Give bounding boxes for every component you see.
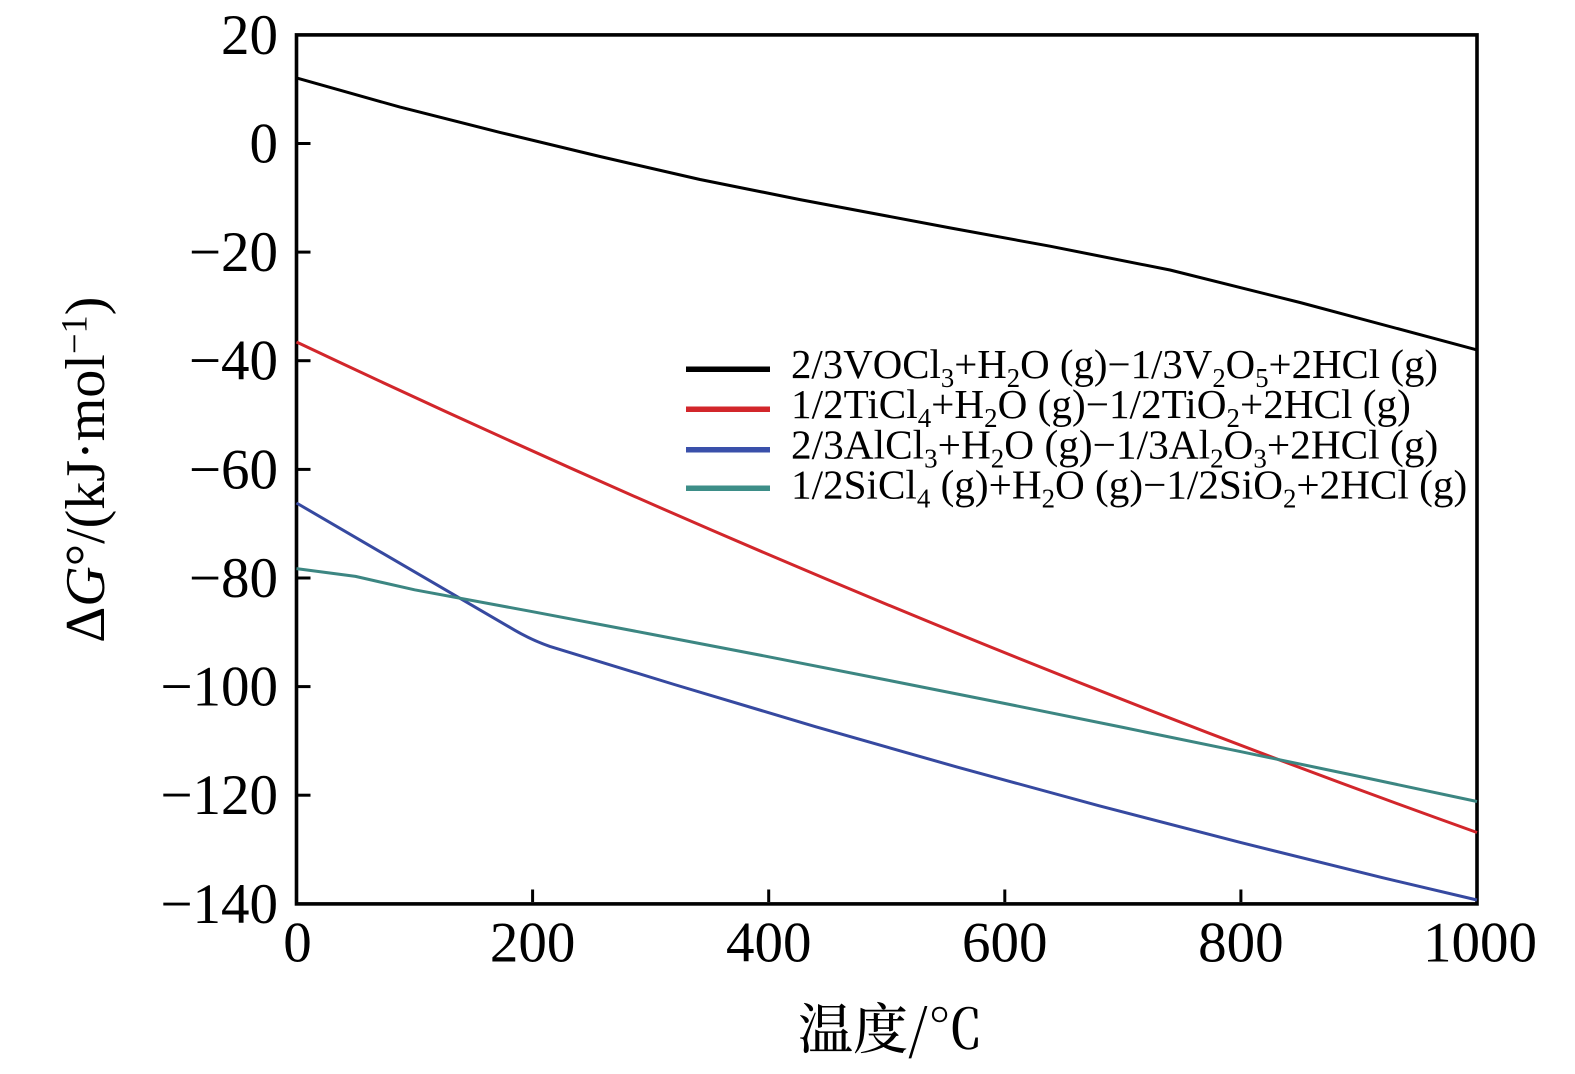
svg-text:800: 800 [1198,912,1284,975]
svg-text:ΔG°/(kJ·mol−1): ΔG°/(kJ·mol−1) [54,297,118,643]
svg-text:0: 0 [283,912,312,975]
svg-text:0: 0 [250,112,279,175]
svg-text:−40: −40 [189,330,278,393]
svg-text:−120: −120 [160,764,278,827]
svg-text:2/3VOCl3+H2O (g)−1/3V2O5+2HCl: 2/3VOCl3+H2O (g)−1/3V2O5+2HCl (g) [791,341,1438,393]
svg-text:−20: −20 [189,221,278,284]
svg-text:1/2SiCl4 (g)+H2O (g)−1/2SiO2+2: 1/2SiCl4 (g)+H2O (g)−1/2SiO2+2HCl (g) [791,462,1467,514]
svg-text:−80: −80 [189,547,278,610]
svg-text:−100: −100 [160,656,278,719]
svg-text:1000: 1000 [1423,912,1537,975]
svg-text:−60: −60 [189,438,278,501]
svg-text:−140: −140 [160,873,278,936]
svg-text:1/2TiCl4+H2O (g)−1/2TiO2+2HCl: 1/2TiCl4+H2O (g)−1/2TiO2+2HCl (g) [791,381,1411,433]
svg-text:200: 200 [490,912,576,975]
svg-text:400: 400 [726,912,812,975]
svg-text:600: 600 [962,912,1048,975]
svg-text:20: 20 [221,4,278,67]
svg-text:2/3AlCl3+H2O (g)−1/3Al2O3+2HCl: 2/3AlCl3+H2O (g)−1/3Al2O3+2HCl (g) [791,422,1438,474]
